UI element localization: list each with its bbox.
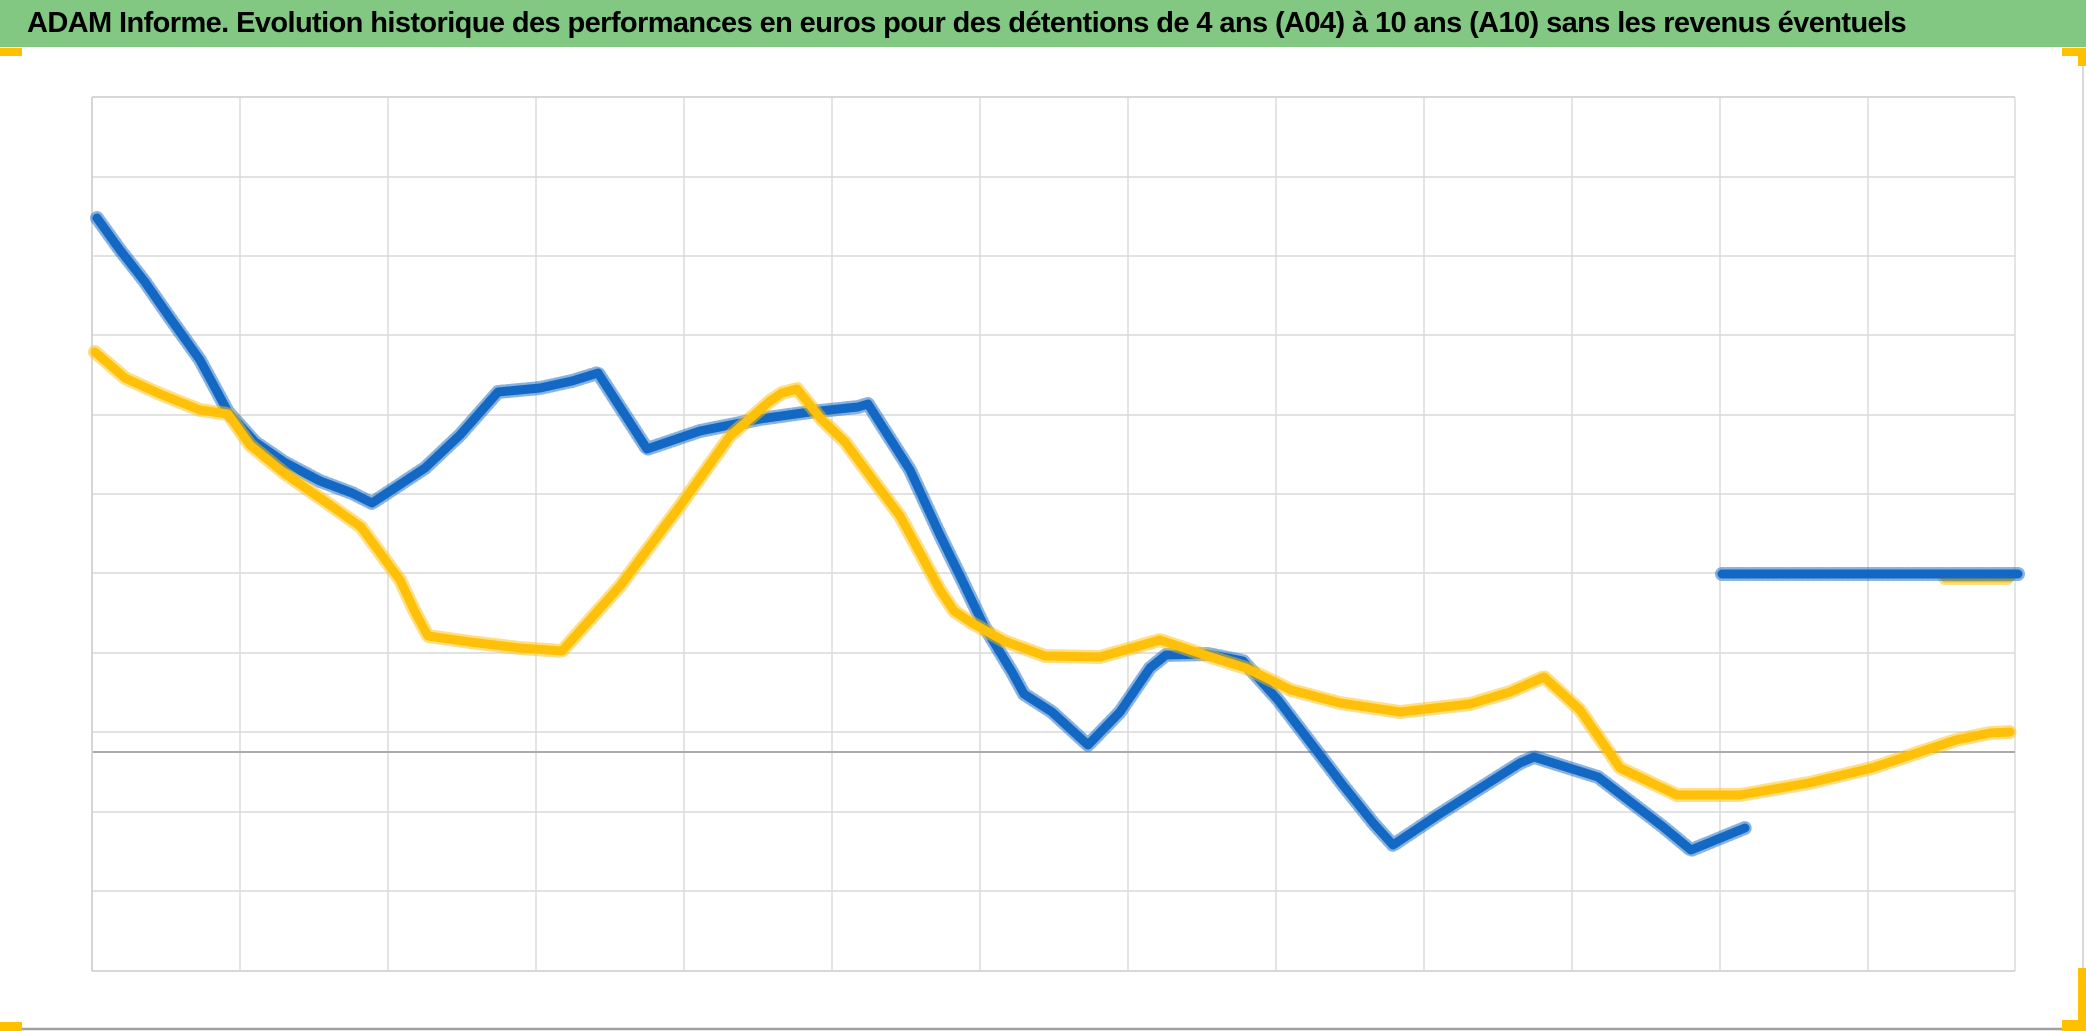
corner-accent-top-left: [0, 48, 22, 56]
corner-accent-bottom-right-h: [2062, 1020, 2086, 1031]
plot-border: [91, 96, 2015, 972]
corner-accent-top-right-h: [2062, 48, 2086, 56]
blue-series-texture: [90, 211, 1752, 857]
gridlines: [91, 96, 2016, 972]
blue-series: [90, 211, 1752, 857]
corner-accent-top-right-v: [2078, 48, 2086, 66]
yellow-series: [88, 345, 2017, 802]
yellow-series-line: [90, 347, 2015, 800]
corner-accent-bottom-left: [0, 1022, 22, 1031]
chart-title: ADAM Informe. Evolution historique des p…: [27, 7, 1907, 39]
corner-accent-bottom-right-v: [2078, 968, 2086, 1031]
title-bar: ADAM Informe. Evolution historique des p…: [0, 0, 2086, 47]
blue-series-line: [92, 213, 1750, 855]
